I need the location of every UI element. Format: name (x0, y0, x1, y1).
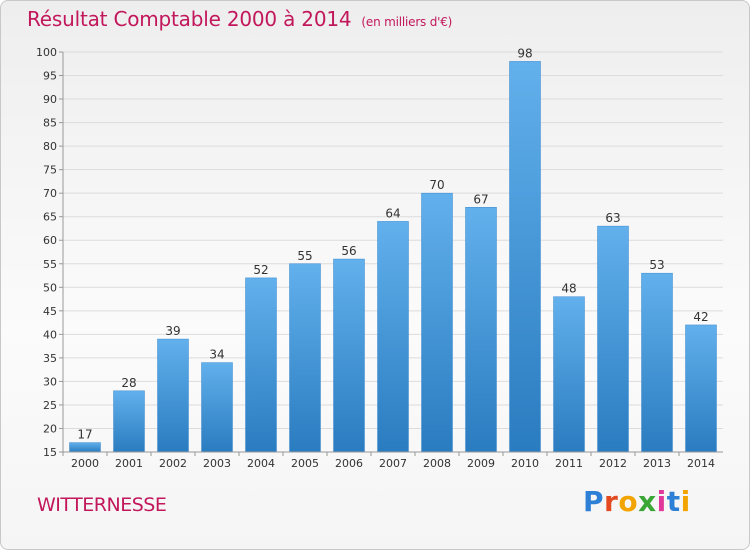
bar-2003 (201, 362, 233, 453)
x-tick-label: 2001 (115, 457, 143, 470)
logo-letter: r (604, 485, 619, 518)
logo-letter: i (680, 485, 691, 518)
x-tick-label: 2013 (643, 457, 671, 470)
y-tick-label: 35 (43, 352, 57, 365)
y-tick-label: 40 (43, 328, 57, 341)
chart-title-text: Résultat Comptable 2000 à 2014 (27, 7, 352, 31)
y-tick-label: 30 (43, 375, 57, 388)
x-tick-label: 2010 (511, 457, 539, 470)
data-label: 39 (165, 324, 180, 338)
x-tick-label: 2009 (467, 457, 495, 470)
bar-2000 (69, 442, 101, 453)
y-tick-label: 60 (43, 234, 57, 247)
x-tick-label: 2014 (687, 457, 715, 470)
bar-2014 (685, 324, 717, 453)
bar-2009 (465, 207, 497, 453)
data-label: 56 (341, 244, 356, 258)
axes (62, 52, 723, 453)
x-tick-label: 2012 (599, 457, 627, 470)
bar-2006 (333, 258, 365, 453)
bar-2007 (377, 221, 409, 453)
y-tick-label: 25 (43, 399, 57, 412)
y-tick-label: 75 (43, 164, 57, 177)
y-tick-label: 100 (36, 46, 57, 59)
x-tick-label: 2008 (423, 457, 451, 470)
data-label: 48 (561, 282, 576, 296)
y-tick-label: 80 (43, 140, 57, 153)
data-label: 28 (121, 376, 136, 390)
data-label: 67 (473, 192, 488, 206)
y-tick-label: 55 (43, 258, 57, 271)
x-tick-label: 2003 (203, 457, 231, 470)
y-tick-label: 95 (43, 70, 57, 83)
bar-2012 (597, 225, 629, 453)
logo-letter: i (656, 485, 667, 518)
x-tick-label: 2004 (247, 457, 275, 470)
data-label: 17 (77, 428, 92, 442)
commune-name: WITTERNESSE (37, 494, 167, 516)
x-tick-label: 2011 (555, 457, 583, 470)
chart-subtitle: (en milliers d'€) (361, 15, 453, 29)
y-tick-label: 90 (43, 93, 57, 106)
bar-2011 (553, 296, 585, 453)
x-tick-label: 2002 (159, 457, 187, 470)
logo-letter: x (638, 485, 657, 518)
y-tick-label: 15 (43, 446, 57, 459)
y-tick-label: 85 (43, 117, 57, 130)
bar-2005 (289, 263, 321, 453)
bar-2013 (641, 272, 673, 453)
bar-2010 (509, 61, 541, 453)
data-label: 98 (517, 46, 532, 60)
data-label: 34 (209, 348, 224, 362)
y-axis-tick-labels: 15 20 25 30 35 40 45 50 55 60 65 70 75 80 85 90 95 100 (36, 46, 57, 459)
x-tick-label: 2005 (291, 457, 319, 470)
x-tick-label: 2007 (379, 457, 407, 470)
data-labels: 17 28 39 34 52 55 56 64 70 67 98 48 63 53 42 (77, 46, 708, 441)
bars (69, 61, 717, 453)
x-axis-tick-labels: 2000 2001 2002 2003 2004 2005 2006 2007 2008 2009… (62, 452, 715, 470)
bar-2002 (157, 338, 189, 453)
data-label: 55 (297, 249, 312, 263)
chart-title: Résultat Comptable 2000 à 2014 (en millie… (27, 7, 452, 31)
x-tick-label: 2000 (71, 457, 99, 470)
y-tick-label: 20 (43, 422, 57, 435)
logo-letter: P (583, 485, 605, 518)
bar-2004 (245, 277, 277, 453)
y-tick-label: 50 (43, 281, 57, 294)
data-label: 42 (693, 310, 708, 324)
y-tick-label: 45 (43, 305, 57, 318)
data-label: 70 (429, 178, 444, 192)
data-label: 64 (385, 206, 400, 220)
logo-letter: o (618, 485, 639, 518)
x-tick-label: 2006 (335, 457, 363, 470)
proxiti-logo: Proxiti (583, 485, 691, 518)
logo-letter: t (666, 485, 681, 518)
bar-2001 (113, 390, 145, 453)
data-label: 52 (253, 263, 268, 277)
data-label: 53 (649, 258, 664, 272)
bar-2008 (421, 192, 453, 453)
data-label: 63 (605, 211, 620, 225)
y-tick-label: 70 (43, 187, 57, 200)
y-tick-label: 65 (43, 211, 57, 224)
